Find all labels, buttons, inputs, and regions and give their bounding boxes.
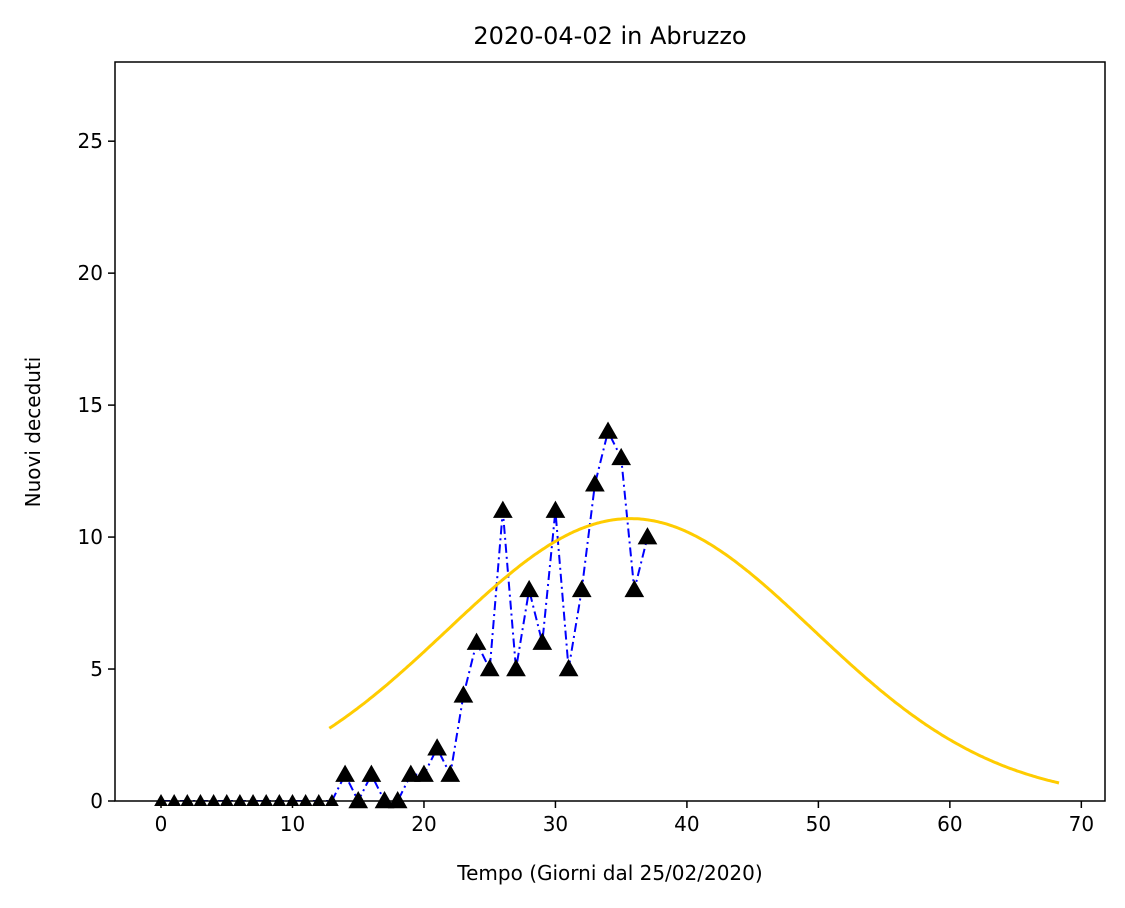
data-point: [598, 421, 618, 439]
plot-area: [154, 421, 1060, 809]
data-point: [532, 632, 553, 650]
y-axis-label: Nuovi deceduti: [21, 357, 45, 508]
y-axis: 0 5 10 15 20 25: [78, 129, 115, 813]
data-point: [558, 659, 579, 677]
data-point: [466, 632, 487, 650]
data-point: [637, 527, 658, 545]
data-point: [427, 738, 447, 756]
data-point: [571, 579, 592, 598]
data-point: [400, 764, 421, 782]
y-tick-label: 10: [78, 525, 103, 549]
x-tick-label: 70: [1069, 812, 1094, 836]
fit-curve: [328, 517, 1060, 785]
y-tick-label: 5: [90, 657, 103, 681]
data-point: [492, 500, 513, 518]
y-tick-label: 20: [78, 261, 103, 285]
x-tick-label: 20: [411, 812, 436, 836]
x-tick-label: 0: [155, 812, 168, 836]
data-point: [545, 500, 566, 518]
data-point: [374, 790, 395, 809]
data-point: [479, 659, 500, 677]
y-tick-label: 15: [78, 393, 103, 417]
data-point: [440, 764, 461, 782]
data-point: [348, 790, 369, 809]
data-point: [611, 447, 632, 466]
data-point: [506, 659, 526, 677]
x-axis-label: Tempo (Giorni dal 25/02/2020): [456, 861, 762, 885]
data-point: [519, 579, 540, 598]
plot-frame: [114, 61, 1106, 802]
x-tick-label: 60: [937, 812, 962, 836]
chart-title: 2020-04-02 in Abruzzo: [473, 22, 746, 50]
data-point: [453, 685, 474, 703]
data-point: [585, 474, 605, 492]
x-tick-label: 10: [280, 812, 305, 836]
x-tick-label: 40: [674, 812, 699, 836]
x-tick-label: 50: [806, 812, 831, 836]
data-point: [414, 764, 434, 782]
data-point: [361, 764, 382, 782]
data-point: [624, 579, 645, 598]
data-point: [335, 764, 355, 782]
x-tick-label: 30: [543, 812, 568, 836]
x-axis: 0 10 20 30 40 50 60 70: [155, 801, 1094, 836]
y-tick-label: 25: [78, 129, 103, 153]
y-tick-label: 0: [90, 789, 103, 813]
observed-line: [161, 428, 649, 801]
data-point: [387, 790, 408, 809]
